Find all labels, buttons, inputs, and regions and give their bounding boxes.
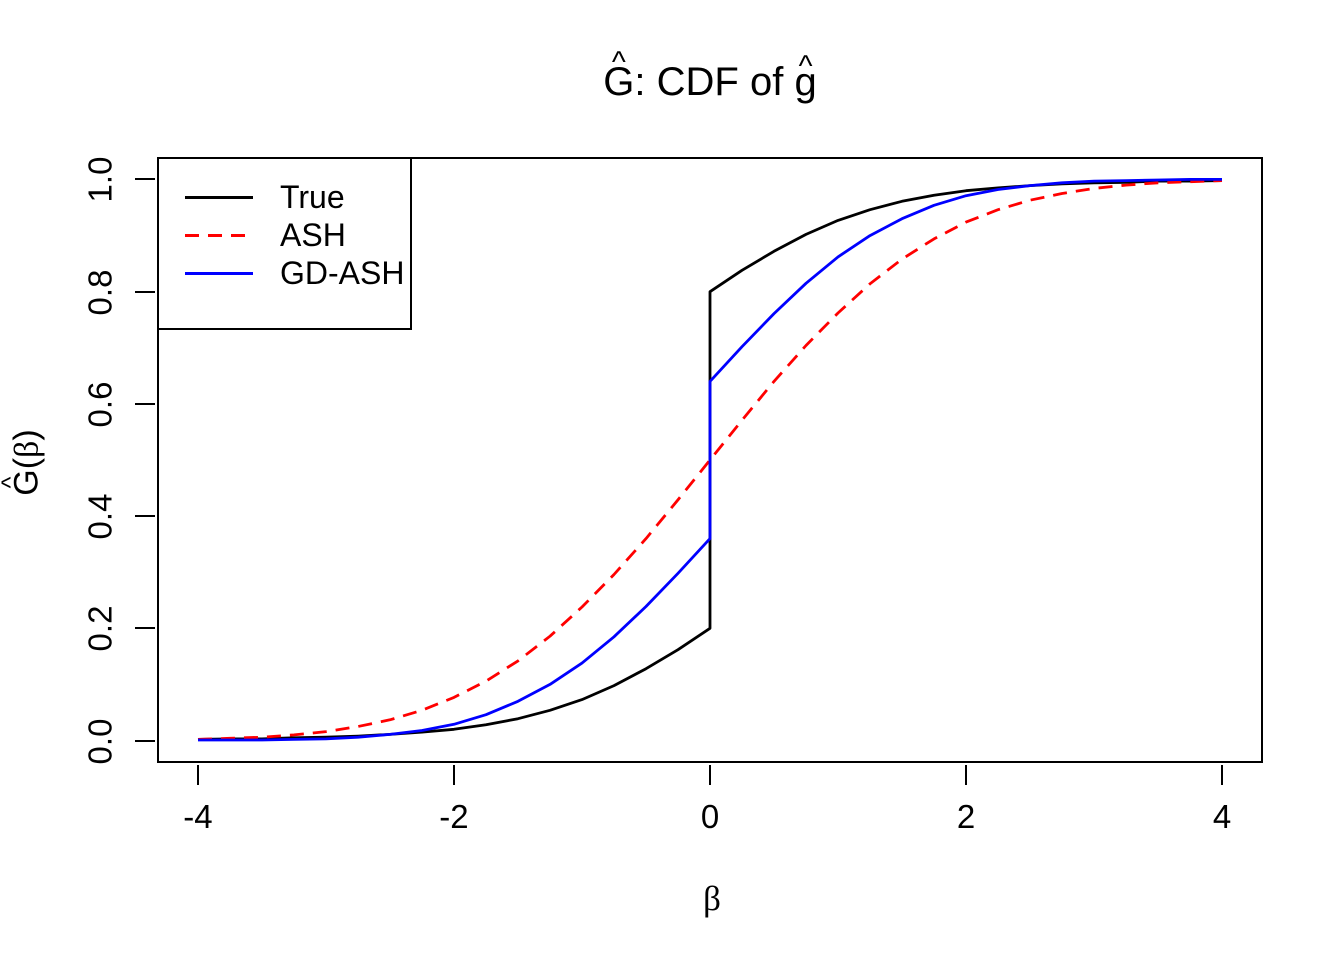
x-tick-label: 4 [1212,798,1232,835]
y-tick-mark [135,178,155,181]
curve-gd-ash [198,177,1222,742]
x-tick-label: -2 [439,798,469,835]
x-tick-mark [1221,765,1224,785]
x-tick-label: -4 [183,798,213,835]
legend-item-ash: ASH [159,216,410,254]
y-tick-label: 1.0 [81,157,119,203]
x-tick-mark [196,765,199,785]
legend-label: True [280,179,345,215]
hat-accent: ^ [611,45,626,79]
ylabel-paren-close: ) [7,429,46,441]
x-tick-mark [965,765,968,785]
y-tick-mark [135,739,155,742]
x-tick-mark [452,765,455,785]
legend-solid-line [185,195,253,199]
legend-label: ASH [280,217,346,253]
y-tick-mark [135,290,155,293]
title-g: g [794,60,817,104]
legend-item-gd-ash: GD-ASH [159,254,410,292]
hat-accent: ^ [0,477,25,489]
legend-solid-line [185,271,253,275]
curve-ash [197,179,1223,741]
y-tick-mark [135,627,155,630]
beta-symbol: β [8,440,46,458]
legend-label: GD-ASH [280,255,405,291]
y-tick-label: 0.4 [81,493,119,540]
beta-symbol: β [703,879,721,918]
plot-title: ^ G: CDF of ^ g [0,48,1344,106]
x-axis-label: β [652,880,772,918]
y-axis-label: ^G(β) [0,398,47,528]
x-tick-label: 2 [956,798,976,835]
y-tick-label: 0.2 [81,605,119,652]
title-G: G [603,60,635,104]
y-tick-label: 0.8 [81,269,119,316]
y-tick-mark [135,515,155,518]
y-tick-mark [135,402,155,405]
hat-accent: ^ [798,49,813,83]
x-tick-label: 0 [700,798,720,835]
y-tick-label: 0.0 [81,718,119,764]
legend-box: True ASH GD-ASH [157,157,412,330]
y-tick-label: 0.6 [81,381,119,428]
x-tick-mark [709,765,711,785]
ylabel-paren-open: ( [7,457,46,470]
plot-area-border [157,157,1263,763]
legend-item-true: True [159,178,410,216]
legend-dashed-line [185,233,253,237]
title-mid-text: : CDF of [634,60,795,104]
